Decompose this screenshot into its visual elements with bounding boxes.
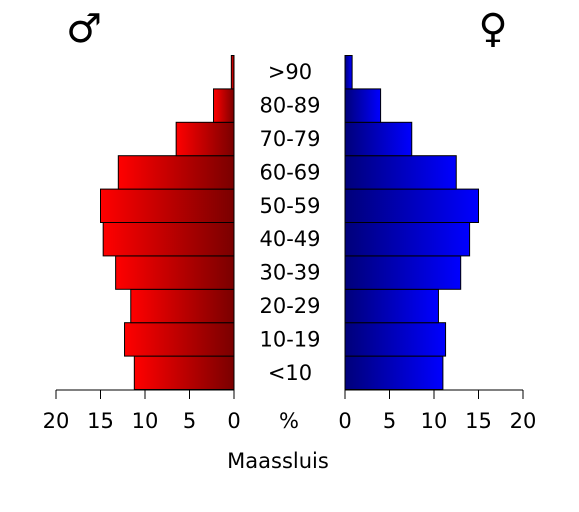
female-tick-label: 15 (465, 409, 492, 433)
age-group-label: 30-39 (259, 261, 320, 285)
age-group-label: >90 (268, 60, 312, 84)
male-bar (133, 355, 235, 391)
female-tick-label: 20 (510, 409, 537, 433)
age-group-label: 60-69 (259, 160, 320, 184)
female-bar (344, 322, 447, 357)
female-bars (344, 55, 479, 391)
age-group-label: 70-79 (259, 127, 320, 151)
male-bar (117, 155, 235, 190)
age-labels: <10 10-19 20-29 30-39 40-49 50-59 60-69 70-79 80… (259, 60, 320, 385)
male-tick-label: 5 (183, 409, 196, 433)
female-bar (344, 188, 479, 224)
age-group-label: 10-19 (259, 327, 320, 351)
male-tick-label: 20 (43, 409, 70, 433)
percent-label: % (279, 409, 299, 433)
female-symbol: ♀ (478, 6, 507, 52)
female-x-axis: 0 5 10 15 20 (338, 389, 537, 433)
male-bar (130, 288, 235, 324)
age-group-label: 40-49 (259, 227, 320, 251)
place-name: Maassluis (227, 449, 329, 473)
male-bar (100, 188, 235, 224)
age-group-label: 20-29 (259, 294, 320, 318)
male-bar (102, 222, 235, 257)
male-bar (115, 255, 235, 290)
female-bar (344, 288, 439, 324)
female-bar (344, 88, 382, 123)
female-bar (344, 121, 413, 157)
male-bar (230, 55, 235, 90)
male-bar (213, 88, 235, 123)
age-group-label: <10 (268, 361, 312, 385)
male-symbol: ♂ (66, 6, 102, 52)
age-group-label: 50-59 (259, 194, 320, 218)
female-tick-label: 5 (383, 409, 396, 433)
male-tick-label: 10 (132, 409, 159, 433)
female-bar (344, 255, 462, 290)
male-bar (175, 121, 235, 157)
male-tick-label: 15 (87, 409, 114, 433)
female-bar (344, 155, 457, 190)
male-x-axis: 0 5 10 15 20 (43, 389, 241, 433)
age-group-label: 80-89 (259, 94, 320, 118)
female-bar (344, 222, 471, 257)
male-tick-label: 0 (227, 409, 240, 433)
female-tick-label: 10 (421, 409, 448, 433)
female-bar (344, 355, 444, 391)
male-bar (124, 322, 235, 357)
female-tick-label: 0 (338, 409, 351, 433)
female-bar (344, 55, 353, 90)
male-bars (100, 55, 235, 391)
